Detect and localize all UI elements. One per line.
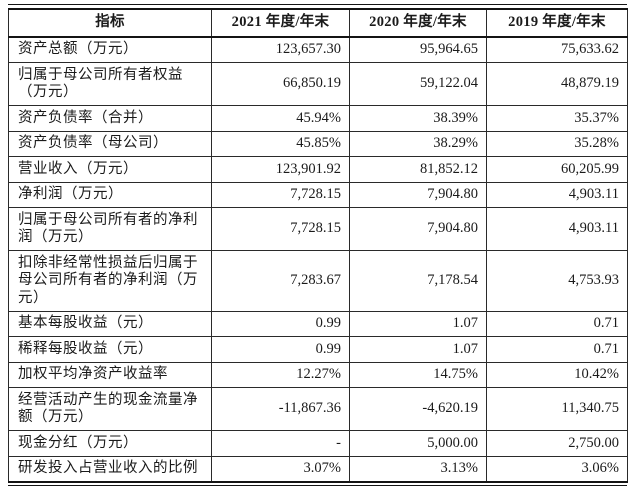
- table-body: 资产总额（万元） 123,657.30 95,964.65 75,633.62 …: [8, 36, 628, 483]
- table-row: 资产负债率（母公司） 45.85% 38.29% 35.28%: [8, 130, 628, 157]
- value-2021: 123,657.30: [211, 36, 350, 63]
- row-label: 归属于母公司所有者权益（万元）: [8, 62, 212, 106]
- table-header: 指标 2021 年度/年末 2020 年度/年末 2019 年度/年末: [8, 8, 628, 38]
- row-label: 资产负债率（合并）: [8, 105, 212, 132]
- table-top-rule: [8, 4, 627, 8]
- value-2020: -4,620.19: [349, 387, 487, 431]
- row-label: 资产负债率（母公司）: [8, 130, 212, 157]
- row-label: 归属于母公司所有者的净利润（万元）: [8, 207, 212, 251]
- row-label: 基本每股收益（元）: [8, 310, 212, 337]
- value-2020: 5,000.00: [349, 430, 487, 457]
- table-row: 资产负债率（合并） 45.94% 38.39% 35.37%: [8, 105, 628, 132]
- value-2020: 81,852.12: [349, 156, 487, 183]
- table-row: 净利润（万元） 7,728.15 7,904.80 4,903.11: [8, 181, 628, 208]
- value-2020: 7,904.80: [349, 181, 487, 208]
- row-label: 经营活动产生的现金流量净额（万元）: [8, 387, 212, 431]
- row-label: 研发投入占营业收入的比例: [8, 455, 212, 483]
- header-cell-2021: 2021 年度/年末: [211, 8, 350, 38]
- value-2020: 7,904.80: [349, 207, 487, 251]
- value-2019: 2,750.00: [486, 430, 628, 457]
- row-label: 营业收入（万元）: [8, 156, 212, 183]
- table-row: 扣除非经常性损益后归属于母公司所有者的净利润（万元） 7,283.67 7,17…: [8, 250, 628, 312]
- table-row: 研发投入占营业收入的比例 3.07% 3.13% 3.06%: [8, 455, 628, 483]
- value-2019: 11,340.75: [486, 387, 628, 431]
- table-row: 经营活动产生的现金流量净额（万元） -11,867.36 -4,620.19 1…: [8, 387, 628, 431]
- table-row: 资产总额（万元） 123,657.30 95,964.65 75,633.62: [8, 36, 628, 63]
- table-row: 营业收入（万元） 123,901.92 81,852.12 60,205.99: [8, 156, 628, 183]
- value-2019: 4,903.11: [486, 207, 628, 251]
- value-2019: 10.42%: [486, 361, 628, 388]
- value-2021: 12.27%: [211, 361, 350, 388]
- table-row: 加权平均净资产收益率 12.27% 14.75% 10.42%: [8, 361, 628, 388]
- value-2021: 66,850.19: [211, 62, 350, 106]
- table-row: 归属于母公司所有者的净利润（万元） 7,728.15 7,904.80 4,90…: [8, 207, 628, 251]
- value-2019: 3.06%: [486, 455, 628, 483]
- value-2020: 1.07: [349, 336, 487, 363]
- header-cell-2019: 2019 年度/年末: [486, 8, 628, 38]
- value-2021: -: [211, 430, 350, 457]
- value-2019: 4,903.11: [486, 181, 628, 208]
- row-label: 加权平均净资产收益率: [8, 361, 212, 388]
- row-label: 净利润（万元）: [8, 181, 212, 208]
- value-2019: 35.28%: [486, 130, 628, 157]
- value-2021: 7,283.67: [211, 250, 350, 312]
- table-row: 基本每股收益（元） 0.99 1.07 0.71: [8, 310, 628, 337]
- header-cell-indicator: 指标: [8, 8, 212, 38]
- table-header-row: 指标 2021 年度/年末 2020 年度/年末 2019 年度/年末: [8, 8, 628, 38]
- value-2019: 75,633.62: [486, 36, 628, 63]
- row-label: 现金分红（万元）: [8, 430, 212, 457]
- table-row: 稀释每股收益（元） 0.99 1.07 0.71: [8, 336, 628, 363]
- value-2020: 3.13%: [349, 455, 487, 483]
- value-2019: 4,753.93: [486, 250, 628, 312]
- financial-indicators-table: 指标 2021 年度/年末 2020 年度/年末 2019 年度/年末 资产总额…: [8, 8, 628, 483]
- value-2019: 0.71: [486, 336, 628, 363]
- value-2020: 95,964.65: [349, 36, 487, 63]
- value-2020: 14.75%: [349, 361, 487, 388]
- value-2021: 7,728.15: [211, 207, 350, 251]
- value-2021: -11,867.36: [211, 387, 350, 431]
- value-2020: 38.29%: [349, 130, 487, 157]
- header-cell-2020: 2020 年度/年末: [349, 8, 487, 38]
- row-label: 稀释每股收益（元）: [8, 336, 212, 363]
- table-row: 归属于母公司所有者权益（万元） 66,850.19 59,122.04 48,8…: [8, 62, 628, 106]
- value-2021: 7,728.15: [211, 181, 350, 208]
- value-2021: 0.99: [211, 310, 350, 337]
- row-label: 扣除非经常性损益后归属于母公司所有者的净利润（万元）: [8, 250, 212, 312]
- value-2020: 1.07: [349, 310, 487, 337]
- value-2019: 35.37%: [486, 105, 628, 132]
- row-label: 资产总额（万元）: [8, 36, 212, 63]
- value-2019: 0.71: [486, 310, 628, 337]
- value-2020: 59,122.04: [349, 62, 487, 106]
- value-2020: 38.39%: [349, 105, 487, 132]
- value-2021: 45.85%: [211, 130, 350, 157]
- value-2021: 123,901.92: [211, 156, 350, 183]
- value-2020: 7,178.54: [349, 250, 487, 312]
- document-page: 指标 2021 年度/年末 2020 年度/年末 2019 年度/年末 资产总额…: [8, 4, 628, 486]
- value-2019: 60,205.99: [486, 156, 628, 183]
- table-row: 现金分红（万元） - 5,000.00 2,750.00: [8, 430, 628, 457]
- value-2021: 3.07%: [211, 455, 350, 483]
- value-2021: 45.94%: [211, 105, 350, 132]
- value-2021: 0.99: [211, 336, 350, 363]
- value-2019: 48,879.19: [486, 62, 628, 106]
